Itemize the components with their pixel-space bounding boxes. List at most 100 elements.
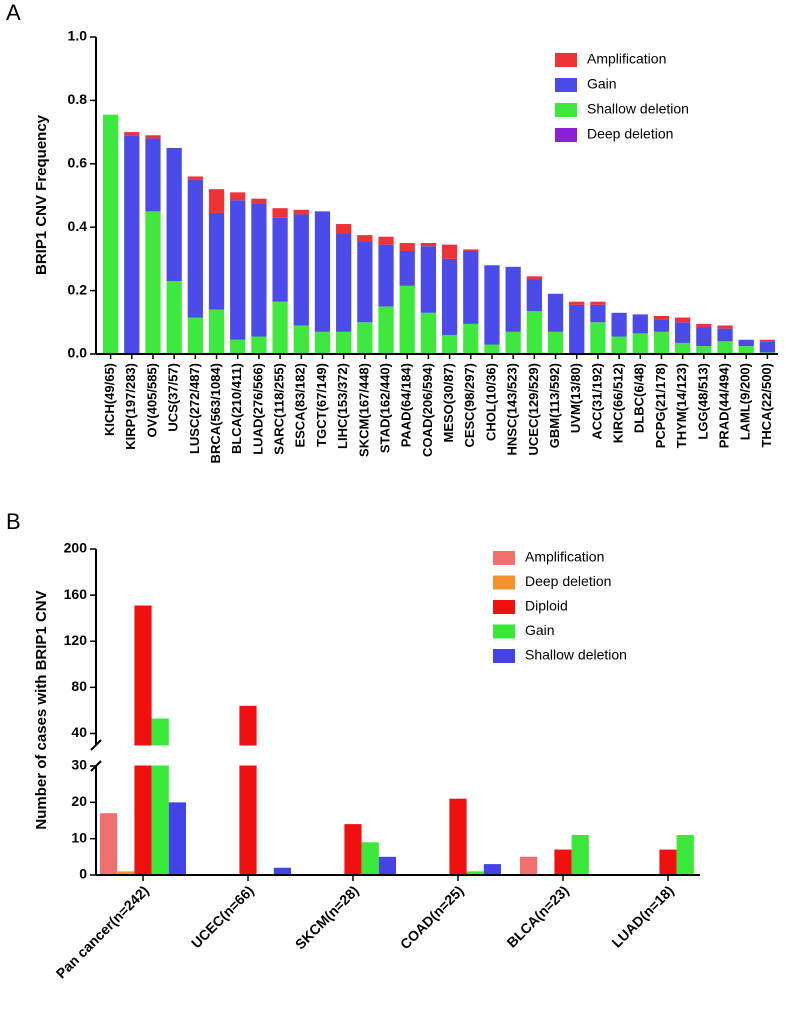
x-tick-label: CHOL(10/36)	[483, 363, 498, 441]
y-axis-label: Number of cases with BRIP1 CNV	[33, 590, 50, 829]
x-tick-label: DLBC(6/48)	[632, 363, 647, 433]
y-tick-label: 1.0	[68, 28, 88, 44]
x-tick-label: SKCM(n=28)	[292, 882, 362, 952]
bar-segment	[463, 249, 479, 251]
legend-label: Deep deletion	[525, 573, 611, 589]
x-tick-label: SKCM(167/448)	[356, 363, 371, 457]
bar	[676, 835, 694, 875]
x-tick-label: ACC(31/192)	[589, 363, 604, 440]
bar-segment	[378, 306, 394, 354]
bar-segment	[102, 114, 119, 354]
bar	[483, 864, 501, 875]
panel-label: B	[6, 509, 21, 534]
legend-swatch	[493, 649, 515, 663]
legend-label: Deep deletion	[587, 126, 673, 142]
bar	[378, 856, 396, 875]
x-tick-label: LGG(48/513)	[695, 363, 710, 440]
x-tick-label: UCEC(n=66)	[188, 882, 257, 951]
bar	[659, 849, 677, 875]
bar-segment	[145, 135, 161, 139]
x-tick-label: UVM(13/80)	[568, 363, 583, 433]
bar-segment	[208, 189, 225, 213]
y-tick-label: 80	[71, 678, 87, 694]
bar-segment	[569, 304, 585, 354]
bar-segment	[484, 344, 500, 354]
y-tick-label: 120	[64, 632, 88, 648]
x-tick-label: LIHC(153/372)	[335, 363, 350, 449]
y-tick-label: 0.2	[68, 281, 88, 297]
bar-segment	[124, 135, 140, 354]
bar-segment	[632, 333, 648, 354]
bar	[239, 705, 257, 875]
x-tick-label: PCPG(21/178)	[653, 363, 668, 448]
x-tick-label: LAML(9/200)	[738, 363, 753, 440]
bar-segment	[272, 217, 288, 302]
bar-segment	[526, 279, 542, 312]
x-tick-label: SARC(118/255)	[272, 363, 287, 455]
y-axis-label: BRIP1 CNV Frequency	[33, 114, 50, 275]
legend-swatch	[555, 128, 577, 142]
bar-segment	[463, 323, 479, 354]
bar	[117, 871, 135, 875]
bar-segment	[420, 243, 437, 247]
bar-segment	[632, 314, 648, 334]
bar-segment	[187, 176, 203, 180]
bar-segment	[675, 317, 691, 323]
x-tick-label: Pan cancer(n=242)	[53, 882, 152, 981]
y-tick-label: 0.4	[68, 218, 88, 234]
y-tick-label: 10	[71, 829, 87, 845]
x-tick-label: GBM(113/592)	[547, 363, 562, 448]
bar-segment	[251, 203, 267, 337]
legend-label: Shallow deletion	[587, 101, 689, 117]
bar-segment	[484, 265, 500, 345]
bar-segment	[653, 331, 670, 354]
bar	[449, 798, 467, 875]
bar-segment	[399, 285, 415, 354]
bar-segment	[441, 258, 458, 335]
y-tick-label: 0.8	[68, 91, 88, 107]
legend-label: Gain	[525, 622, 555, 638]
x-tick-label: UCEC(129/529)	[526, 363, 541, 456]
bar-segment	[653, 319, 670, 332]
y-tick-label: 0.0	[68, 345, 88, 361]
bar-segment	[675, 342, 691, 354]
bar-segment	[526, 311, 542, 354]
y-tick-label: 40	[71, 724, 87, 740]
x-tick-label: KIRP(197/283)	[123, 363, 138, 450]
bar-segment	[378, 244, 394, 307]
bar-segment	[399, 250, 415, 286]
bar-segment	[357, 235, 373, 242]
bar	[134, 605, 152, 875]
bar-segment	[590, 304, 606, 323]
bar-segment	[441, 334, 458, 354]
x-tick-label: KIRC(66/512)	[611, 363, 626, 443]
bar-segment	[357, 241, 373, 323]
bar-segment	[569, 301, 585, 305]
bar	[520, 856, 538, 875]
y-tick-label: 200	[64, 540, 88, 556]
x-tick-label: KICH(49/65)	[102, 363, 117, 436]
bar-segment	[251, 198, 267, 204]
axis-break-gap	[86, 745, 700, 766]
x-tick-label: LUAD(276/566)	[250, 363, 265, 455]
bar-segment	[505, 331, 521, 354]
legend-label: Amplification	[587, 51, 666, 67]
x-tick-label: STAD(162/440)	[377, 363, 392, 453]
bar-segment	[230, 200, 246, 340]
bar-segment	[145, 211, 161, 354]
bar-segment	[166, 147, 182, 282]
bar-segment	[590, 301, 606, 305]
legend-swatch	[493, 600, 515, 614]
legend-swatch	[493, 624, 515, 639]
bar-segment	[166, 281, 182, 354]
legend-label: Diploid	[525, 598, 568, 614]
x-tick-label: OV(405/585)	[144, 363, 159, 437]
bar-segment	[272, 301, 288, 354]
bar-segment	[738, 346, 754, 354]
bar-segment	[547, 331, 564, 354]
bar-segment	[378, 236, 394, 245]
bar-segment	[251, 336, 267, 354]
bar	[151, 718, 169, 875]
x-tick-label: BLCA(n=23)	[503, 882, 571, 950]
bar-segment	[293, 214, 309, 326]
